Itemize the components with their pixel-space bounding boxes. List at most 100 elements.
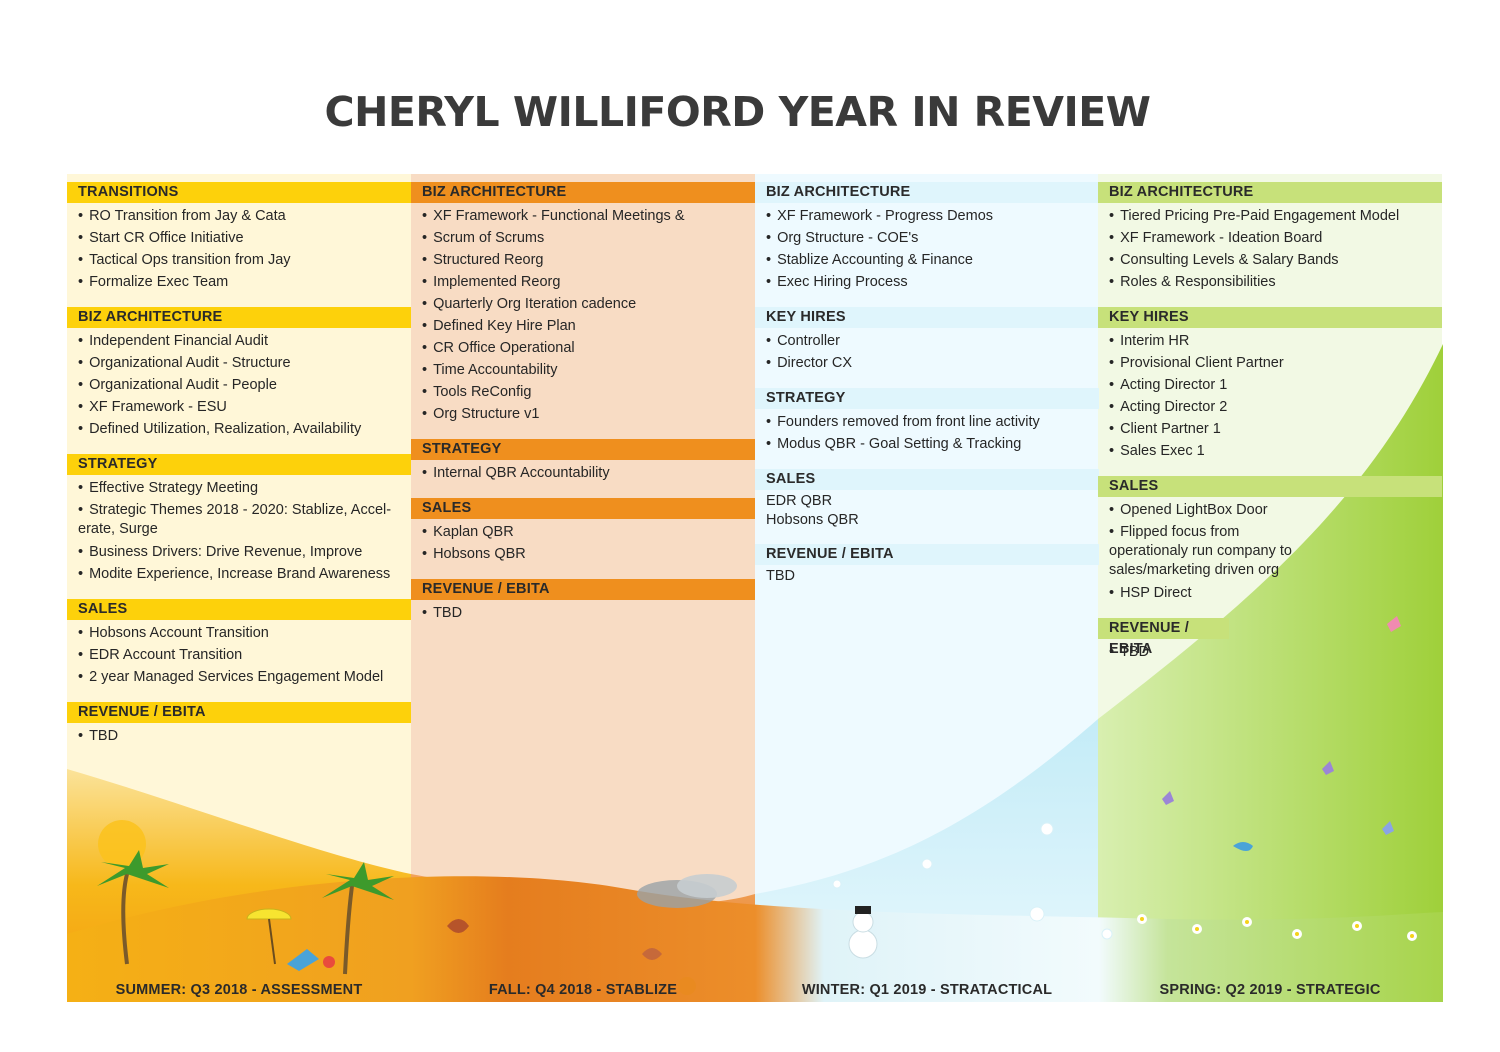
list-item: Director CX <box>766 352 1089 374</box>
spring-content: BIZ ARCHITECTURE Tiered Pricing Pre-Paid… <box>1098 182 1442 677</box>
list-item: TBD <box>1109 641 1432 663</box>
winter-biz-architecture-section: BIZ ARCHITECTURE XF Framework - Progress… <box>755 182 1099 293</box>
list-item: Founders removed from front line activit… <box>766 411 1089 433</box>
section-header: REVENUE / EBITA <box>411 579 755 600</box>
section-header: STRATEGY <box>67 454 411 475</box>
section-header: BIZ ARCHITECTURE <box>411 182 755 203</box>
list-item: Org Structure - COE's <box>766 227 1089 249</box>
section-header: SALES <box>411 498 755 519</box>
section-header: REVENUE / EBITA <box>755 544 1099 565</box>
list-item: Acting Director 2 <box>1109 396 1432 418</box>
list-item: Consulting Levels & Salary Bands <box>1109 249 1432 271</box>
winter-key-hires-section: KEY HIRES Controller Director CX <box>755 307 1099 374</box>
list-item: Scrum of Scrums <box>422 227 745 249</box>
list-item: Organizational Audit - Structure <box>78 352 401 374</box>
winter-footer-label: WINTER: Q1 2019 - STRATACTICAL <box>801 982 1053 998</box>
list-item: Flipped focus from operationaly run comp… <box>1109 521 1319 582</box>
list-item: TBD <box>766 568 795 584</box>
list-item: Stablize Accounting & Finance <box>766 249 1089 271</box>
list-item: Time Accountability <box>422 359 745 381</box>
list-item: Sales Exec 1 <box>1109 440 1432 462</box>
spring-footer-label: SPRING: Q2 2019 - STRATEGIC <box>1159 982 1381 998</box>
list-item: Tactical Ops transition from Jay <box>78 249 401 271</box>
list-item: Internal QBR Accountability <box>422 462 745 484</box>
list-item: Implemented Reorg <box>422 271 745 293</box>
list-item: TBD <box>422 602 745 624</box>
section-header: KEY HIRES <box>755 307 1099 328</box>
fall-footer-label: FALL: Q4 2018 - STABLIZE <box>488 982 678 998</box>
list-item: Hobsons Account Transition <box>78 622 401 644</box>
list-item: XF Framework - ESU <box>78 396 401 418</box>
section-header: BIZ ARCHITECTURE <box>67 307 411 328</box>
winter-sales-section: SALES EDR QBR Hobsons QBR <box>755 469 1099 530</box>
list-item: TBD <box>78 725 401 747</box>
section-header: STRATEGY <box>411 439 755 460</box>
section-header: SALES <box>1098 476 1442 497</box>
list-item: Formalize Exec Team <box>78 271 401 293</box>
list-item: Tools ReConfig <box>422 381 745 403</box>
list-item: Structured Reorg <box>422 249 745 271</box>
section-header: REVENUE / EBITA <box>1098 618 1229 657</box>
list-item: Exec Hiring Process <box>766 271 1089 293</box>
section-header: BIZ ARCHITECTURE <box>755 182 1099 203</box>
fall-content: BIZ ARCHITECTURE XF Framework - Function… <box>411 182 755 638</box>
list-item: Independent Financial Audit <box>78 330 401 352</box>
summer-footer-label: SUMMER: Q3 2018 - ASSESSMENT <box>115 982 363 998</box>
summer-content: TRANSITIONS RO Transition from Jay & Cat… <box>67 182 411 761</box>
spring-key-hires-section: KEY HIRES Interim HR Provisional Client … <box>1098 307 1442 462</box>
list-item: HSP Direct <box>1109 582 1432 604</box>
list-item: RO Transition from Jay & Cata <box>78 205 401 227</box>
list-item: Hobsons QBR <box>766 512 859 528</box>
fall-sales-section: SALES Kaplan QBR Hobsons QBR <box>411 498 755 565</box>
section-header: REVENUE / EBITA <box>67 702 411 723</box>
section-header: KEY HIRES <box>1098 307 1442 328</box>
summer-biz-architecture-section: BIZ ARCHITECTURE Independent Financial A… <box>67 307 411 440</box>
list-item: Interim HR <box>1109 330 1432 352</box>
list-item: Acting Director 1 <box>1109 374 1432 396</box>
winter-strategy-section: STRATEGY Founders removed from front lin… <box>755 388 1099 455</box>
list-item: Hobsons QBR <box>422 543 745 565</box>
summer-revenue-section: REVENUE / EBITA TBD <box>67 702 411 747</box>
summer-strategy-section: STRATEGY Effective Strategy Meeting Stra… <box>67 454 411 585</box>
list-item: Org Structure v1 <box>422 403 745 425</box>
list-item: XF Framework - Progress Demos <box>766 205 1089 227</box>
list-item: Controller <box>766 330 1089 352</box>
list-item: 2 year Managed Services Engagement Model <box>78 666 401 688</box>
list-item: Tiered Pricing Pre-Paid Engagement Model <box>1109 205 1432 227</box>
list-item: Modus QBR - Goal Setting & Tracking <box>766 433 1089 455</box>
list-item: Opened LightBox Door <box>1109 499 1432 521</box>
fall-strategy-section: STRATEGY Internal QBR Accountability <box>411 439 755 484</box>
section-header: SALES <box>67 599 411 620</box>
list-item: Defined Key Hire Plan <box>422 315 745 337</box>
list-item: Organizational Audit - People <box>78 374 401 396</box>
section-header: STRATEGY <box>755 388 1099 409</box>
fall-revenue-section: REVENUE / EBITA TBD <box>411 579 755 624</box>
list-item: EDR QBR <box>766 493 833 509</box>
list-item: Effective Strategy Meeting <box>78 477 401 499</box>
winter-revenue-section: REVENUE / EBITA TBD <box>755 544 1099 586</box>
list-item: XF Framework - Ideation Board <box>1109 227 1432 249</box>
list-item: Modite Experience, Increase Brand Awaren… <box>78 563 401 585</box>
winter-content: BIZ ARCHITECTURE XF Framework - Progress… <box>755 182 1099 600</box>
list-item: Business Drivers: Drive Revenue, Improve <box>78 541 401 563</box>
spring-revenue-section: REVENUE / EBITA TBD <box>1098 618 1442 663</box>
fall-biz-architecture-section: BIZ ARCHITECTURE XF Framework - Function… <box>411 182 755 425</box>
section-header: TRANSITIONS <box>67 182 411 203</box>
section-header: SALES <box>755 469 1099 490</box>
list-item: Defined Utilization, Realization, Availa… <box>78 418 401 440</box>
list-item: EDR Account Transition <box>78 644 401 666</box>
list-item: Client Partner 1 <box>1109 418 1432 440</box>
spring-biz-architecture-section: BIZ ARCHITECTURE Tiered Pricing Pre-Paid… <box>1098 182 1442 293</box>
list-item: XF Framework - Functional Meetings & <box>422 205 745 227</box>
list-item: Quarterly Org Iteration cadence <box>422 293 745 315</box>
summer-transitions-section: TRANSITIONS RO Transition from Jay & Cat… <box>67 182 411 293</box>
summer-sales-section: SALES Hobsons Account Transition EDR Acc… <box>67 599 411 688</box>
section-header: BIZ ARCHITECTURE <box>1098 182 1442 203</box>
list-item: CR Office Operational <box>422 337 745 359</box>
list-item: Kaplan QBR <box>422 521 745 543</box>
list-item: Start CR Office Initiative <box>78 227 401 249</box>
list-item: Roles & Responsibilities <box>1109 271 1432 293</box>
list-item: Strategic Themes 2018 - 2020: Stablize, … <box>78 499 401 541</box>
list-item: Provisional Client Partner <box>1109 352 1432 374</box>
spring-sales-section: SALES Opened LightBox Door Flipped focus… <box>1098 476 1442 604</box>
